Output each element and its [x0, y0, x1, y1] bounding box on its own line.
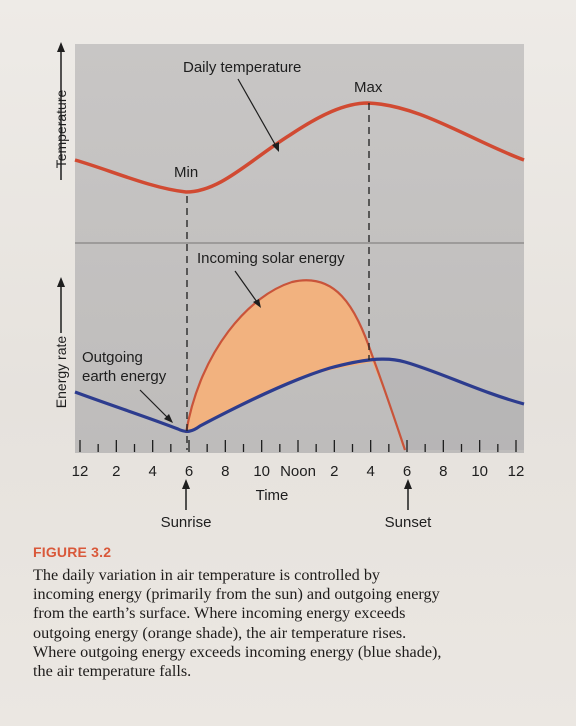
y-axis-energy-rate-label: Energy rate — [53, 336, 69, 409]
time-tick-label: 12 — [508, 463, 525, 480]
incoming-solar-energy-curve — [184, 279, 407, 451]
outgoing-energy-pointer — [139, 389, 173, 423]
energy-rate-axis-arrow — [57, 277, 65, 333]
time-tick-label: 8 — [221, 463, 229, 480]
min-label: Min — [174, 164, 198, 181]
time-tick-label: 10 — [471, 463, 488, 480]
sunrise-arrow — [182, 479, 190, 510]
caption-line: outgoing energy (orange shade), the air … — [33, 623, 407, 642]
time-axis-ticks — [79, 440, 517, 452]
outgoing-energy-label-line2: earth energy — [82, 368, 167, 385]
time-tick-label: 6 — [403, 463, 411, 480]
outgoing-energy-label-line1: Outgoing — [82, 349, 143, 366]
temperature-axis-arrow — [57, 42, 65, 180]
caption-line: Where outgoing energy exceeds incoming e… — [33, 642, 442, 661]
daily-temperature-curve — [74, 101, 525, 194]
caption-line: the air temperature falls. — [33, 662, 192, 681]
daily-temperature-pointer — [237, 78, 279, 152]
daily-temperature-label: Daily temperature — [183, 59, 301, 76]
incoming-solar-energy-pointer — [234, 270, 261, 308]
time-axis-tick-labels: 12 2 4 6 8 10 Noon 2 4 6 8 10 12 — [72, 463, 525, 480]
x-axis-time-label: Time — [256, 487, 289, 504]
caption-line: incoming energy (primarily from the sun)… — [33, 585, 440, 604]
figure-caption-text: The daily variation in air temperature i… — [33, 566, 553, 681]
y-axis-temperature-label: Temperature — [53, 89, 69, 168]
incoming-solar-energy-label: Incoming solar energy — [197, 250, 345, 267]
sunset-arrow — [404, 479, 412, 510]
time-tick-label: Noon — [280, 463, 316, 480]
sunset-label: Sunset — [385, 514, 433, 531]
sunrise-label: Sunrise — [161, 514, 212, 531]
outgoing-earth-energy-curve — [74, 357, 525, 433]
time-tick-label: 12 — [72, 463, 89, 480]
caption-line: from the earth’s surface. Where incoming… — [33, 604, 406, 623]
time-tick-label: 6 — [185, 463, 193, 480]
time-tick-label: 2 — [112, 463, 120, 480]
time-tick-label: 4 — [148, 463, 156, 480]
time-tick-label: 4 — [366, 463, 374, 480]
daily-energy-temperature-diagram: Temperature Energy rate Daily temperatur… — [53, 42, 525, 531]
outgoing-excess-shade — [372, 357, 524, 450]
figure-caption-title: FIGURE 3.2 — [33, 544, 112, 560]
caption-line: The daily variation in air temperature i… — [33, 566, 381, 584]
time-tick-label: 2 — [330, 463, 338, 480]
incoming-solar-energy-fill — [186, 280, 405, 446]
time-tick-label: 10 — [253, 463, 270, 480]
time-tick-label: 8 — [439, 463, 447, 480]
max-label: Max — [354, 79, 383, 96]
